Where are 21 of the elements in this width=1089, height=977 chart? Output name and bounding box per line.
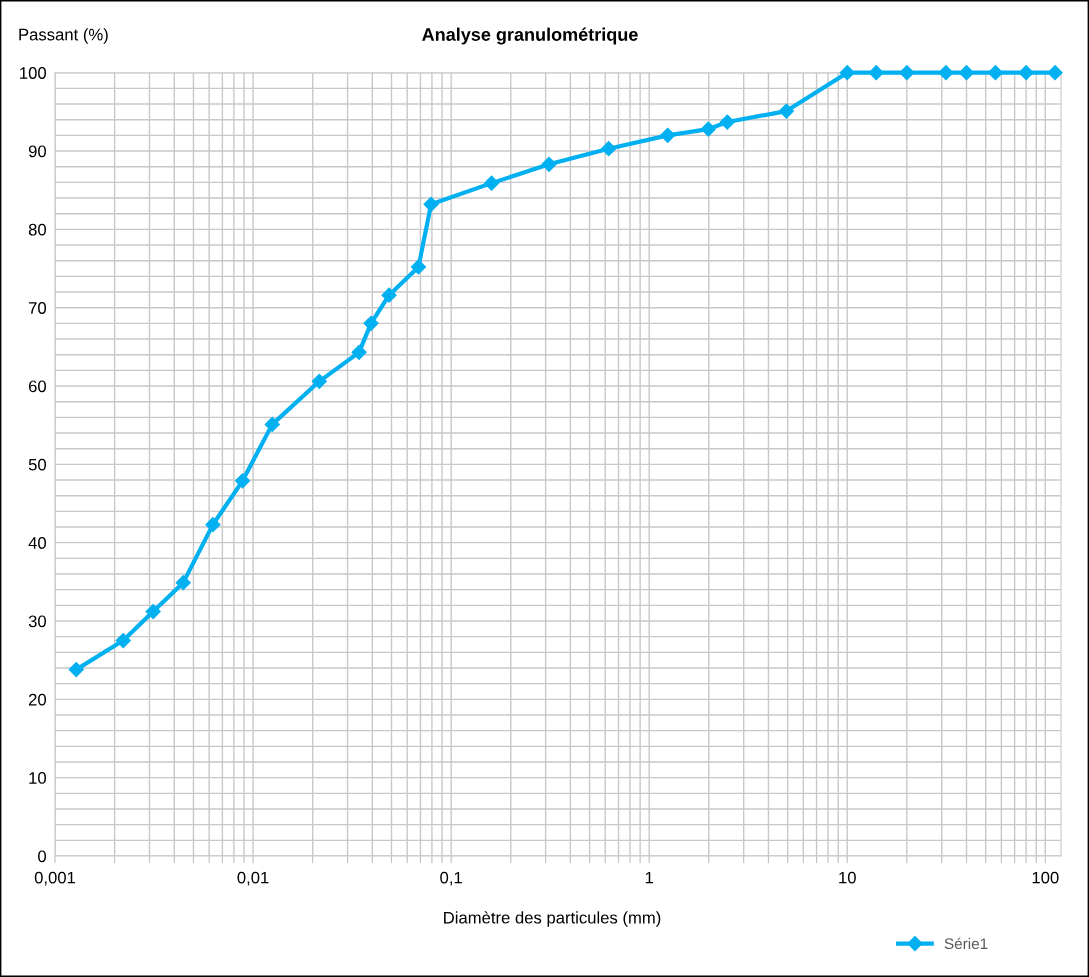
y-tick-label: 100 bbox=[20, 67, 47, 79]
y-axis-title: Passant (%) bbox=[19, 28, 108, 44]
y-tick-label: 40 bbox=[28, 537, 47, 549]
x-axis-title: Diamètre des particules (mm) bbox=[444, 911, 661, 927]
x-tick-label: 1 bbox=[645, 871, 654, 884]
y-tick-label: 60 bbox=[28, 380, 47, 393]
y-tick-label: 90 bbox=[28, 145, 47, 158]
x-tick-label: 0,01 bbox=[237, 871, 269, 886]
legend-label: Série1 bbox=[944, 937, 988, 950]
y-tick-label: 20 bbox=[28, 693, 47, 706]
x-tick-label: 10 bbox=[839, 871, 856, 884]
x-tick-label: 0,001 bbox=[34, 871, 76, 886]
x-tick-label: 0,1 bbox=[440, 871, 462, 886]
x-tick-label: 100 bbox=[1032, 871, 1059, 884]
chart-title: Analyse granulométrique bbox=[422, 27, 638, 45]
y-tick-label: 50 bbox=[28, 458, 47, 471]
y-tick-label: 80 bbox=[28, 223, 47, 236]
y-tick-label: 10 bbox=[29, 772, 47, 784]
y-tick-label: 0 bbox=[38, 850, 47, 863]
y-tick-label: 30 bbox=[28, 615, 47, 628]
y-tick-label: 70 bbox=[28, 302, 47, 314]
